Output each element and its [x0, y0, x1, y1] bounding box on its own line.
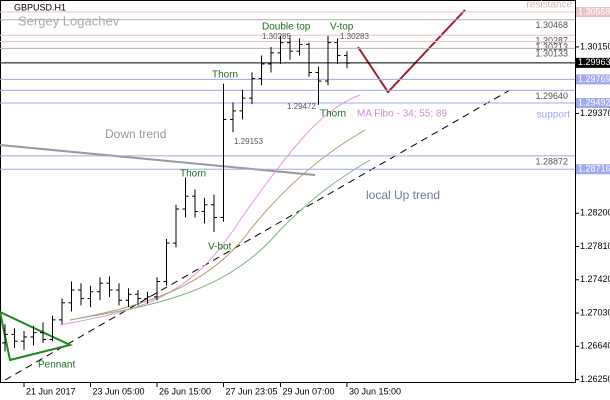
level-label: 1.29640	[535, 91, 568, 101]
annotation: Thorn	[212, 70, 238, 81]
level-label: 1.30133	[535, 49, 568, 59]
annotation: support	[537, 110, 571, 121]
annotation: V-bot	[208, 242, 232, 253]
projection	[357, 9, 466, 94]
y-tick-label: 1.27030	[580, 307, 610, 317]
annotation: local Up trend	[366, 188, 440, 202]
price-note: 1.29472	[287, 102, 316, 111]
annotation: Thorn	[320, 109, 346, 120]
y-tick-label: 1.30150	[580, 41, 610, 51]
level-tag	[576, 7, 610, 18]
level-tag-label: 1.29492	[578, 97, 610, 107]
annotation: Double top	[262, 22, 311, 33]
level-tag	[576, 98, 610, 109]
y-tick-label: 1.27420	[580, 274, 610, 284]
plot-frame	[0, 0, 576, 383]
level-tag	[576, 74, 610, 85]
level-label: 1.30468	[535, 20, 568, 30]
y-tick-label: 1.26640	[580, 341, 610, 351]
level-tag	[576, 164, 610, 175]
x-tick-label: 26 Jun 15:00	[159, 386, 211, 396]
level-label: 1.30287	[535, 36, 568, 46]
author: Sergey Logachev	[18, 13, 120, 28]
ma-89	[79, 159, 371, 319]
chart-title: GBPUSD.H1	[14, 2, 66, 12]
x-tick-label: 21 Jun 2017	[26, 386, 76, 396]
y-tick-label: 1.28200	[580, 208, 610, 218]
level-tag-label: 1.30559	[578, 6, 610, 16]
ma-55	[69, 129, 366, 321]
y-tick-label: 1.29370	[580, 108, 610, 118]
price-note: 1.29153	[234, 137, 263, 146]
level-tag-label: 1.29963	[578, 57, 610, 67]
level-label: 1.28872	[535, 156, 568, 166]
x-tick-label: 27 Jun 23:05	[226, 386, 278, 396]
y-tick-label: 1.27810	[580, 241, 610, 251]
ma-34	[59, 94, 361, 326]
price-note: 1.30283	[340, 32, 369, 41]
annotation: MA Fibo - 34; 55; 89	[357, 109, 447, 120]
annotation: Thorn	[180, 169, 206, 180]
annotation: V-top	[330, 22, 354, 33]
x-tick-label: 23 Jun 05:00	[93, 386, 145, 396]
annotation: resistance	[526, 0, 572, 11]
y-tick-label: 1.26250	[580, 374, 610, 384]
level-tag	[576, 57, 610, 68]
level-tag-label: 1.29769	[578, 74, 610, 84]
bars	[2, 34, 350, 352]
up-trend-line	[4, 89, 511, 381]
x-tick-label: 30 Jun 15:00	[349, 386, 401, 396]
drawings	[0, 9, 511, 381]
level-label: 1.30213	[535, 42, 568, 52]
annotation: Down trend	[105, 127, 166, 141]
x-tick-label: 29 Jun 07:00	[283, 386, 335, 396]
price-note: 1.30285	[262, 32, 291, 41]
annotation: Pennant	[38, 360, 75, 371]
down-trend-line	[0, 144, 316, 176]
level-tag-label: 1.28716	[578, 164, 610, 174]
